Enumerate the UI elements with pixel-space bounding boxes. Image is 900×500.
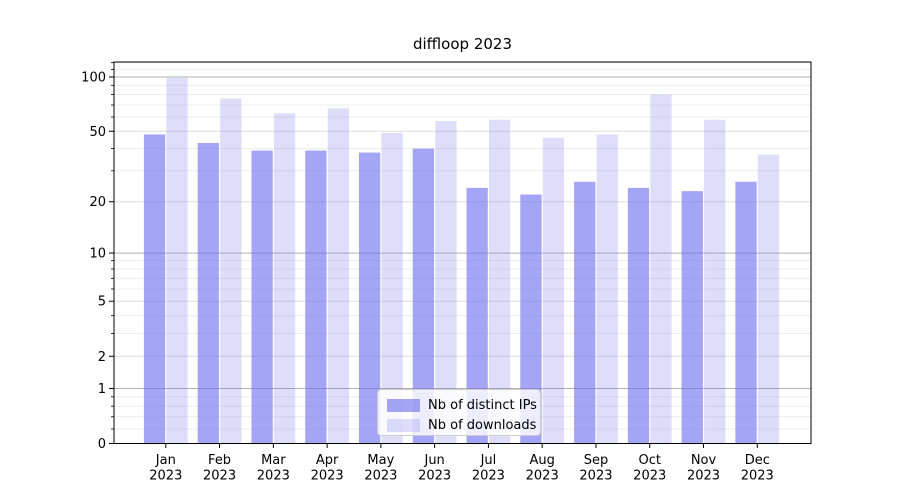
bar-distinct-ips — [197, 142, 219, 444]
bar-downloads — [542, 137, 565, 444]
y-tick-label: 5 — [98, 295, 106, 310]
y-tick-label: 50 — [89, 125, 106, 140]
bar-downloads — [381, 132, 403, 444]
bar-distinct-ips — [520, 194, 542, 444]
bar-downloads — [273, 113, 296, 444]
x-tick-label: Oct 2023 — [633, 453, 666, 484]
x-tick-label: Jan 2023 — [149, 453, 182, 484]
legend-label-downloads: Nb of downloads — [428, 418, 537, 433]
bar-downloads — [435, 121, 457, 444]
legend-item-distinct-ips: Nb of distinct IPs — [378, 397, 540, 414]
y-tick-label: 10 — [89, 247, 106, 262]
bar-distinct-ips — [412, 148, 435, 444]
legend-swatch-distinct-ips — [387, 399, 420, 412]
bar-downloads — [650, 94, 672, 444]
legend: Nb of distinct IPs Nb of downloads — [377, 389, 541, 436]
y-tick-label: 2 — [98, 350, 106, 365]
legend-label-distinct-ips: Nb of distinct IPs — [428, 398, 537, 413]
bar-distinct-ips — [574, 181, 596, 444]
bar-distinct-ips — [251, 150, 273, 444]
x-tick-label: Nov 2023 — [687, 453, 720, 484]
bar-distinct-ips — [466, 187, 488, 444]
bar-distinct-ips — [305, 150, 327, 444]
bar-distinct-ips — [627, 187, 650, 444]
bar-distinct-ips — [143, 134, 166, 444]
bar-distinct-ips — [358, 152, 381, 444]
bar-downloads — [220, 98, 242, 444]
x-tick-label: Sep 2023 — [579, 453, 612, 484]
bar-downloads — [596, 134, 618, 444]
x-tick-label: Apr 2023 — [311, 453, 344, 484]
x-tick-label: Aug 2023 — [526, 453, 559, 484]
x-tick-label: Dec 2023 — [741, 453, 774, 484]
legend-swatch-downloads — [387, 419, 420, 432]
x-tick-label: May 2023 — [364, 453, 397, 484]
bar-downloads — [704, 119, 726, 444]
bar-downloads — [166, 77, 188, 444]
bar-distinct-ips — [681, 191, 703, 444]
legend-item-downloads: Nb of downloads — [378, 417, 540, 434]
bar-downloads — [757, 154, 780, 444]
bar-distinct-ips — [735, 181, 757, 444]
y-tick-label: 20 — [89, 195, 106, 210]
y-tick-label: 0 — [98, 437, 106, 452]
x-tick-label: Feb 2023 — [203, 453, 236, 484]
chart-title: diffloop 2023 — [412, 35, 512, 53]
x-tick-label: Jul 2023 — [472, 453, 505, 484]
y-tick-label: 1 — [98, 382, 106, 397]
x-tick-label: Jun 2023 — [418, 453, 451, 484]
x-tick-label: Mar 2023 — [257, 453, 290, 484]
y-tick-label: 100 — [81, 71, 106, 86]
bar-downloads — [327, 108, 350, 444]
bar-downloads — [489, 119, 511, 444]
